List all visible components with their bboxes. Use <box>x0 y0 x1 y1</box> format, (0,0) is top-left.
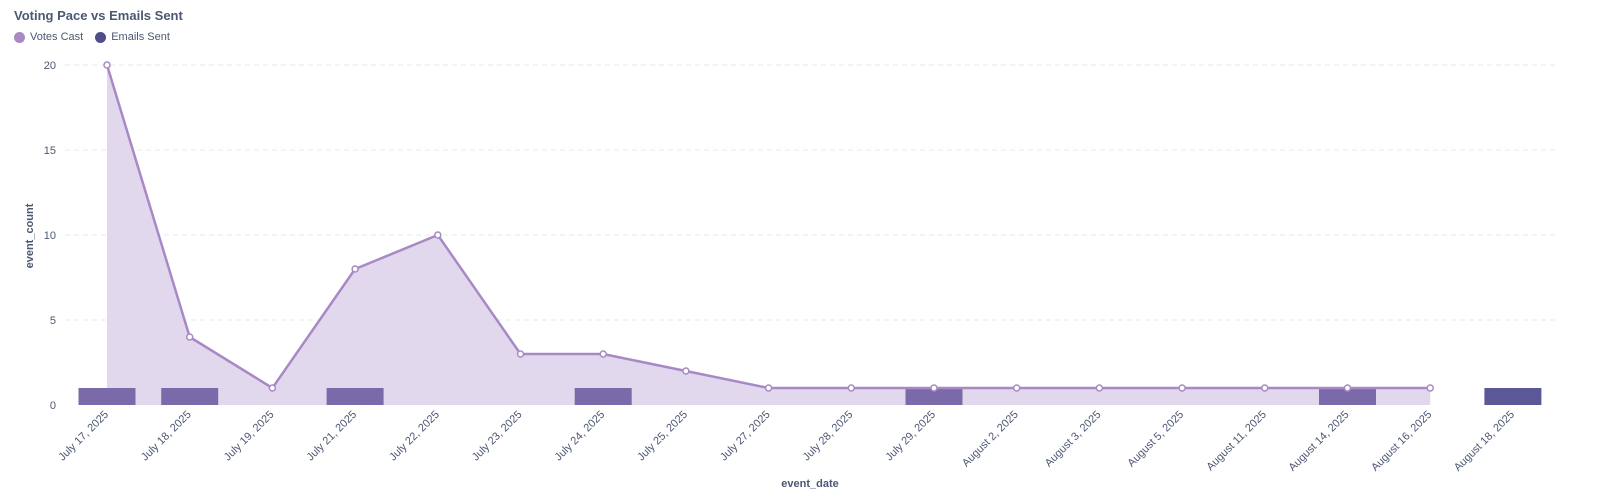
x-tick-label: July 29, 2025 <box>883 409 938 464</box>
x-tick-label: July 25, 2025 <box>635 409 690 464</box>
x-axis-ticks: July 17, 2025 July 18, 2025 July 19, 2025 J… <box>56 409 1517 474</box>
emails-bar[interactable] <box>161 388 219 405</box>
emails-bar[interactable] <box>905 388 963 405</box>
legend: Votes Cast Emails Sent <box>14 31 182 43</box>
x-tick-label: August 18, 2025 <box>1452 409 1517 474</box>
votes-point[interactable] <box>682 367 690 375</box>
y-tick-label: 15 <box>44 145 56 157</box>
grid <box>65 64 1555 321</box>
votes-area-layer <box>107 65 1431 405</box>
x-tick-label: July 17, 2025 <box>56 409 111 464</box>
votes-point[interactable] <box>764 384 773 392</box>
x-tick-label: August 5, 2025 <box>1125 409 1186 470</box>
x-tick-label: August 2, 2025 <box>960 409 1021 470</box>
x-tick-label: July 19, 2025 <box>222 409 277 464</box>
y-tick-label: 10 <box>44 230 56 242</box>
y-tick-label: 0 <box>50 400 56 412</box>
legend-swatch-emails-sent <box>95 31 107 43</box>
emails-bar[interactable] <box>574 388 632 405</box>
x-tick-label: August 3, 2025 <box>1043 409 1104 470</box>
emails-bar[interactable] <box>1319 388 1376 405</box>
votes-point-layer <box>103 61 1434 392</box>
votes-area <box>107 65 1431 405</box>
x-tick-label: July 18, 2025 <box>139 409 194 464</box>
votes-point[interactable] <box>1012 384 1021 392</box>
chart-title: Voting Pace vs Emails Sent <box>14 8 183 23</box>
legend-swatch-votes-cast <box>14 31 25 43</box>
votes-line-layer <box>105 64 1431 390</box>
x-tick-label: July 24, 2025 <box>553 409 608 464</box>
legend-label-emails-sent: Emails Sent <box>111 31 170 43</box>
x-tick-label: July 22, 2025 <box>387 409 442 464</box>
votes-point[interactable] <box>516 350 525 358</box>
x-tick-label: July 27, 2025 <box>718 409 773 464</box>
legend-item-votes-cast[interactable]: Votes Cast <box>14 31 83 43</box>
votes-point[interactable] <box>1178 384 1186 392</box>
x-tick-label: July 23, 2025 <box>470 409 525 464</box>
votes-point[interactable] <box>930 384 938 392</box>
votes-point[interactable] <box>268 384 277 392</box>
x-tick-label: August 14, 2025 <box>1286 409 1351 474</box>
x-tick-label: July 28, 2025 <box>801 409 856 464</box>
votes-point[interactable] <box>1095 384 1104 392</box>
votes-point[interactable] <box>434 231 442 239</box>
y-tick-label: 5 <box>50 315 56 327</box>
legend-label-votes-cast: Votes Cast <box>30 31 84 43</box>
votes-point[interactable] <box>1261 384 1269 392</box>
votes-point[interactable] <box>847 384 856 392</box>
y-axis-ticks: 0 5 10 15 20 <box>44 60 56 412</box>
x-tick-label: July 21, 2025 <box>304 409 359 464</box>
votes-line <box>105 64 1431 390</box>
y-axis-label: event_count <box>24 203 36 268</box>
emails-bar-layer <box>78 388 1542 405</box>
votes-point[interactable] <box>185 333 194 341</box>
votes-point[interactable] <box>103 61 111 69</box>
emails-bar[interactable] <box>1484 388 1542 405</box>
x-tick-label: August 16, 2025 <box>1369 409 1434 474</box>
emails-bar[interactable] <box>78 388 136 405</box>
x-tick-label: August 11, 2025 <box>1204 409 1269 474</box>
votes-point[interactable] <box>1426 384 1434 392</box>
votes-point[interactable] <box>1343 384 1352 392</box>
y-tick-label: 20 <box>44 60 56 72</box>
legend-item-emails-sent[interactable]: Emails Sent <box>95 31 170 43</box>
votes-point[interactable] <box>351 265 359 273</box>
votes-point[interactable] <box>599 350 607 358</box>
x-axis-label: event_date <box>781 478 838 490</box>
emails-bar[interactable] <box>326 388 384 405</box>
